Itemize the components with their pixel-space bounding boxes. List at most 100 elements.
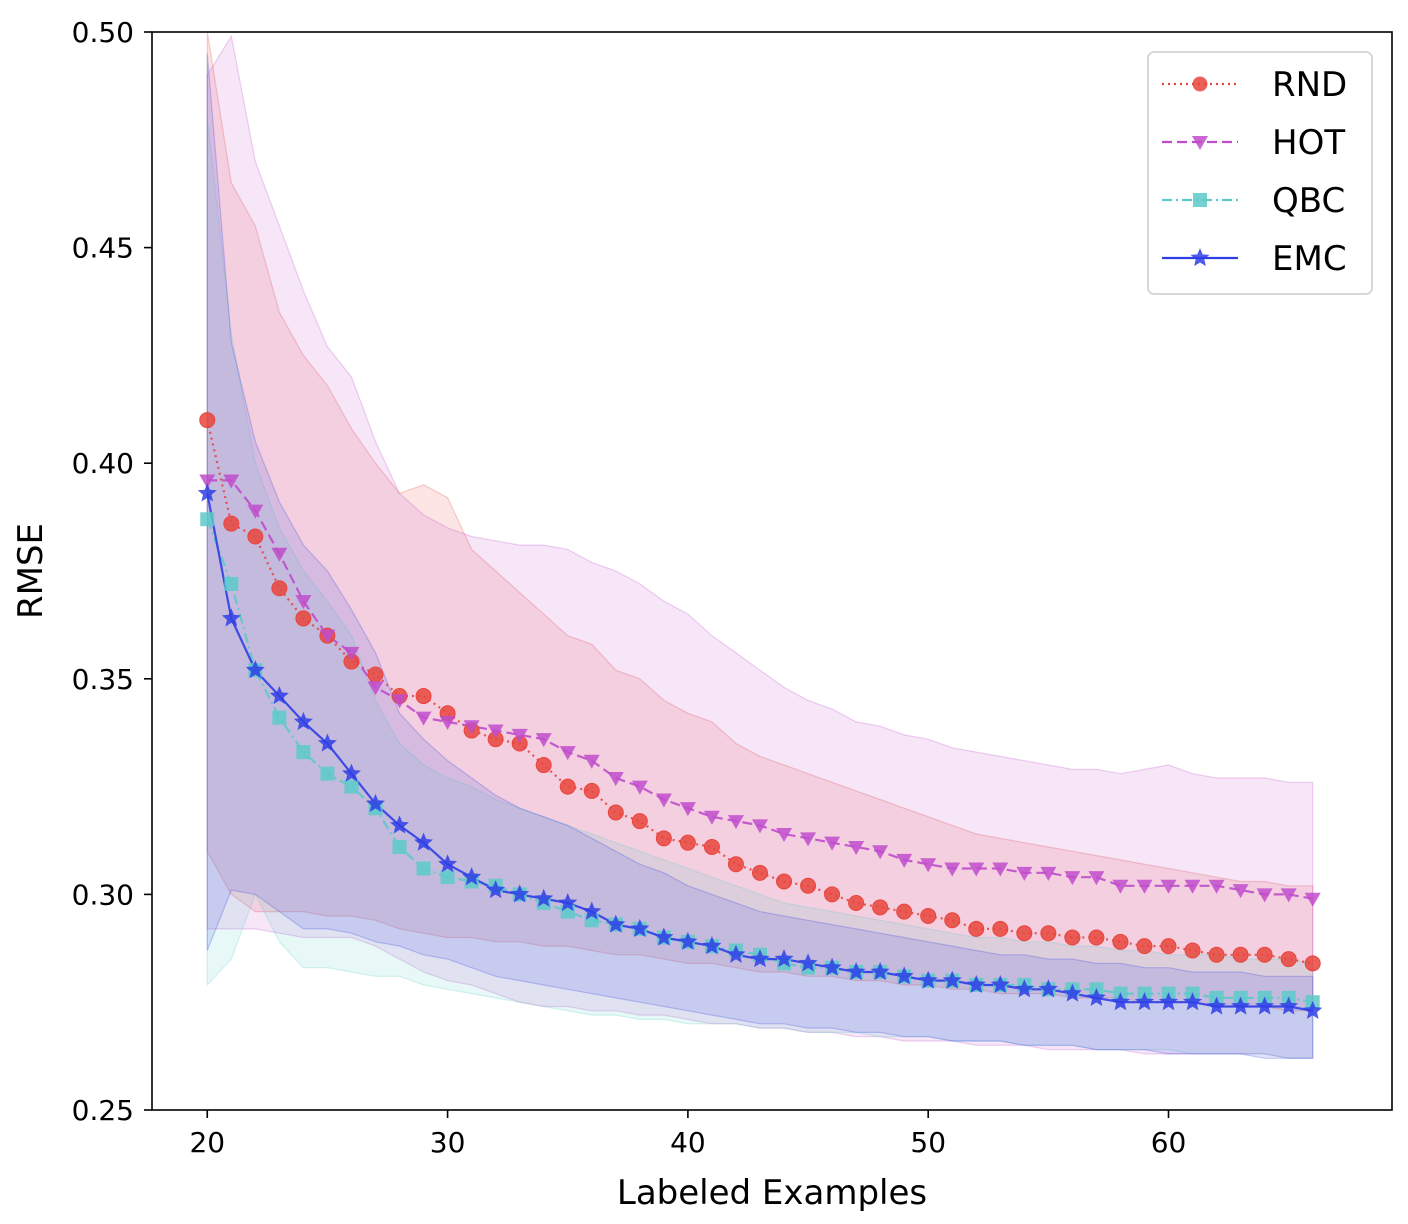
rnd-point: [679, 834, 696, 851]
x-tick-label: 60: [1151, 1126, 1187, 1159]
rnd-point: [247, 528, 264, 545]
hot-point: [992, 862, 1009, 877]
hot-point: [1256, 888, 1273, 903]
hot-point: [631, 780, 648, 795]
emc-point: [1110, 992, 1130, 1011]
emc-point: [558, 893, 578, 912]
qbc-point: [224, 576, 239, 591]
rnd-point: [583, 782, 600, 799]
qbc-line: [206, 518, 1313, 1004]
rnd-point: [776, 873, 793, 890]
hot-point: [319, 629, 336, 644]
hot-point: [1232, 884, 1249, 899]
rnd-point: [655, 830, 672, 847]
emc-point: [1207, 996, 1227, 1015]
y-tick-label: 0.30: [72, 878, 134, 911]
emc-point: [726, 944, 746, 963]
x-tick-label: 30: [430, 1126, 466, 1159]
legend: RND HOT QBC EMC: [1147, 51, 1373, 295]
emc-point: [1279, 996, 1299, 1015]
emc-point: [654, 927, 674, 946]
hot-point: [559, 746, 576, 761]
hot-point: [367, 681, 384, 696]
hot-point: [824, 836, 841, 851]
emc-point: [1231, 996, 1251, 1015]
hot-point: [199, 474, 216, 489]
rnd-point: [295, 610, 312, 627]
hot-point: [1208, 879, 1225, 894]
qbc-point: [392, 839, 407, 854]
rnd-point: [872, 899, 889, 916]
hot-point: [872, 845, 889, 860]
emc-point: [1255, 996, 1275, 1015]
emc-point: [510, 884, 530, 903]
emc-point: [1159, 992, 1179, 1011]
hot-point: [1112, 879, 1129, 894]
emc-point: [438, 854, 458, 873]
emc-point: [894, 966, 914, 985]
emc-point: [750, 949, 770, 968]
rnd-point: [920, 907, 937, 924]
emc-point: [462, 867, 482, 886]
emc-point: [774, 949, 794, 968]
hot-point: [607, 771, 624, 786]
hot-point: [271, 547, 288, 562]
x-tick-label: 40: [670, 1126, 706, 1159]
rnd-point: [1232, 946, 1249, 963]
y-tick-label: 0.45: [72, 232, 134, 265]
emc-point: [1014, 979, 1034, 998]
hot-point: [391, 694, 408, 709]
hot-point: [295, 595, 312, 610]
rnd-point: [1256, 946, 1273, 963]
hot-point: [487, 724, 504, 739]
hot-point: [1304, 892, 1321, 907]
x-tick-label: 50: [910, 1126, 946, 1159]
legend-qbc-label: QBC: [1272, 181, 1345, 221]
hot-point: [751, 819, 768, 834]
hot-point: [463, 720, 480, 735]
rnd-point: [559, 778, 576, 795]
hot-point: [896, 853, 913, 868]
rnd-line: [206, 419, 1313, 965]
y-tick-label: 0.25: [72, 1094, 134, 1127]
y-tick-label: 0.35: [72, 663, 134, 696]
hot-point: [583, 754, 600, 769]
confidence-bands: [206, 32, 1314, 1059]
hot-point: [703, 810, 720, 825]
legend-rnd-marker: [1192, 76, 1208, 92]
rnd-point: [1064, 929, 1081, 946]
emc-point: [1062, 983, 1082, 1002]
rnd-point: [824, 886, 841, 903]
rnd-point: [631, 813, 648, 830]
qbc-point: [320, 766, 335, 781]
qbc-point: [200, 512, 215, 527]
rnd-point: [800, 877, 817, 894]
emc-point: [269, 686, 289, 705]
hot-point: [1136, 879, 1153, 894]
legend-hot-label: HOT: [1272, 123, 1345, 163]
hot-band: [206, 34, 1314, 1059]
y-axis-title: RMSE: [11, 523, 51, 619]
emc-point: [1183, 992, 1203, 1011]
x-axis-title: Labeled Examples: [617, 1173, 927, 1213]
rnd-point: [199, 412, 216, 429]
hot-point: [1088, 871, 1105, 886]
emc-point: [221, 608, 241, 627]
qbc-point: [344, 779, 359, 794]
hot-point: [511, 728, 528, 743]
hot-point: [247, 504, 264, 519]
emc-point: [678, 931, 698, 950]
rnd-point: [992, 920, 1009, 937]
rnd-point: [1208, 946, 1225, 963]
rnd-point: [1088, 929, 1105, 946]
emc-point: [390, 815, 410, 834]
emc-point: [846, 962, 866, 981]
emc-point: [534, 888, 554, 907]
emc-point: [317, 733, 337, 752]
plot-frame: [151, 31, 1393, 1111]
series-markers: [197, 412, 1323, 1019]
rnd-point: [607, 804, 624, 821]
hot-point: [1016, 866, 1033, 881]
rnd-point: [944, 912, 961, 929]
